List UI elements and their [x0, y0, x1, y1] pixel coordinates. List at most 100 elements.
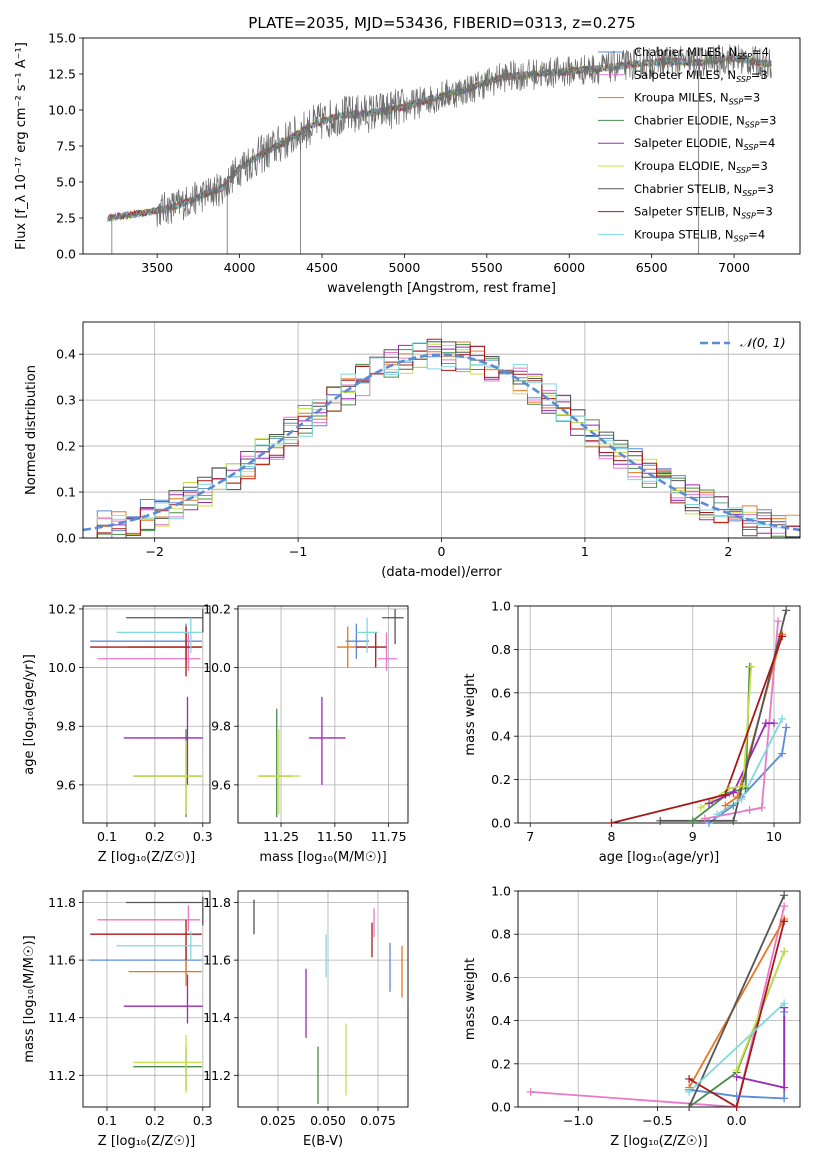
y-tick-label: 0.4: [491, 729, 511, 744]
mass-weight-marker: [721, 801, 730, 810]
mass-weight-marker: [745, 805, 754, 814]
y-tick-label: 0.4: [491, 1013, 511, 1028]
x-tick-label: 0.050: [310, 1113, 346, 1128]
legend-equals: =: [743, 91, 753, 105]
x-axis-label: wavelength [Angstrom, rest frame]: [327, 281, 556, 296]
y-tick-label: 0.2: [491, 772, 511, 787]
legend-equals: =: [751, 68, 761, 82]
mass-weight-marker: [733, 792, 742, 801]
legend-label: Kroupa STELIB, NSSP=4: [634, 227, 765, 243]
mass-weight-marker: [780, 902, 789, 911]
grid: [238, 891, 408, 1107]
spectrum-panel: 3500 4000 4500 5000 5500 6000 6500 7000 0.0 2.5 5.…: [14, 31, 801, 296]
plot-area: [107, 44, 773, 254]
mass-weight-marker: [696, 803, 705, 812]
mass-weight-marker: [732, 1066, 741, 1075]
mass-weight-marker: [729, 816, 738, 825]
axes-frame: [82, 890, 211, 1108]
grid: [238, 606, 408, 823]
x-tick-label: 8: [607, 829, 615, 844]
mass-weight-marker: [688, 816, 697, 825]
mass-vs-metallicity-panel: 0.1 0.2 0.3 11.2 11.4 11.6 11.8 Z [log₁₀(Z/Z☉)]…: [22, 890, 213, 1149]
legend-series-name: Salpeter MILES: [634, 68, 720, 82]
x-tick-label: 3500: [141, 260, 173, 275]
legend-nssp-value: 4: [768, 136, 775, 150]
y-tick-label: 12.5: [48, 67, 76, 82]
legend-nssp: , N: [726, 182, 742, 196]
y-tick-label: 0.6: [491, 685, 511, 700]
legend-equals: =: [758, 136, 768, 150]
legend-label: Salpeter ELODIE, NSSP=4: [634, 136, 775, 152]
legend-series-name: Chabrier MILES: [634, 45, 721, 59]
legend-series-name: Chabrier STELIB: [634, 182, 726, 196]
legend-nssp: , N: [720, 68, 736, 82]
axes-frame: [82, 37, 801, 255]
y-tick-label: 10.0: [48, 660, 76, 675]
x-tick-label: 1: [581, 544, 589, 559]
x-tick-label: 10: [766, 829, 782, 844]
legend-nssp-value: 3: [760, 159, 767, 173]
mass-weight-line: [704, 621, 779, 820]
y-axis-label: mass weight: [463, 958, 478, 1040]
mass-weight-marker: [778, 714, 787, 723]
y-tick-label: 0.0: [56, 531, 76, 546]
y-tick-label: 9.6: [56, 777, 76, 792]
mass-weight-marker: [685, 1103, 694, 1111]
mass-weight-marker: [704, 819, 713, 827]
residuals-panel: −2 −1 0 1 2 0.0 0.1 0.2 0.3 0.4 (data-model)/error…: [24, 321, 801, 580]
mass-weight-vs-age-panel: 7 8 9 10 0.0 0.2 0.4 0.6 0.8 1.0 age [log₁₀(age/yr…: [463, 599, 801, 865]
mass-weight-marker: [782, 723, 791, 732]
age-vs-mass-panel: 11.25 11.50 11.75 9.6 9.8 10.0 10.2 mass [log₁₀…: [203, 601, 409, 865]
plot-area: [90, 608, 204, 818]
y-tick-label: 5.0: [56, 175, 76, 190]
grid: [518, 890, 800, 1108]
mass-weight-line: [688, 920, 786, 1107]
mass-weight-marker: [780, 999, 789, 1008]
legend-nssp: , N: [718, 227, 734, 241]
mass-weight-line: [688, 1002, 785, 1093]
y-tick-label: 0.1: [56, 485, 76, 500]
mass-weight-marker: [747, 662, 756, 671]
mass-weight-marker: [725, 784, 734, 793]
y-tick-label: 2.5: [56, 211, 76, 226]
y-tick-label: 11.2: [48, 1068, 76, 1083]
legend-nssp-value: 4: [762, 45, 769, 59]
legend-nssp: , N: [720, 159, 736, 173]
y-tick-label: 0.3: [56, 393, 76, 408]
legend-equals: =: [751, 159, 761, 173]
axes-frame: [237, 890, 409, 1108]
plot-area: [88, 896, 204, 1093]
y-axis-label: age [log₁₀(age/yr)]: [22, 654, 37, 775]
mass-weight-line: [688, 918, 785, 1089]
legend-equals: =: [752, 45, 762, 59]
legend-series-name: Kroupa ELODIE: [634, 159, 720, 173]
x-tick-label: 7000: [718, 260, 750, 275]
x-tick-label: 7: [526, 829, 534, 844]
mass-weight-marker: [739, 782, 748, 791]
legend-nssp-sub: SSP: [741, 212, 756, 221]
x-tick-label: 2: [724, 544, 732, 559]
normal-curve: [83, 353, 800, 532]
mass-weight-marker: [778, 749, 787, 758]
x-tick-label: 0.075: [360, 1113, 396, 1128]
legend-equals: =: [757, 182, 767, 196]
legend-nssp: , N: [721, 45, 737, 59]
x-tick-label: 0: [438, 544, 446, 559]
x-axis-label: age [log₁₀(age/yr)]: [599, 850, 720, 865]
legend-label: Chabrier ELODIE, NSSP=3: [634, 113, 776, 129]
legend-nssp-value: 3: [769, 113, 776, 127]
y-tick-label: 0.6: [491, 970, 511, 985]
mass-weight-marker: [526, 1087, 535, 1096]
x-tick-label: 0.0: [727, 1113, 747, 1128]
mass-weight-marker: [729, 788, 738, 797]
x-tick-label: 11.75: [371, 829, 407, 844]
mass-weight-marker: [656, 816, 665, 825]
mass-weight-marker: [769, 719, 778, 728]
mass-weight-marker: [713, 810, 722, 819]
legend-label: Kroupa MILES, NSSP=3: [634, 91, 760, 107]
x-tick-label: 0.3: [193, 1113, 213, 1128]
mass-weight-marker: [685, 1087, 694, 1096]
legend-nssp-value: 3: [760, 68, 767, 82]
